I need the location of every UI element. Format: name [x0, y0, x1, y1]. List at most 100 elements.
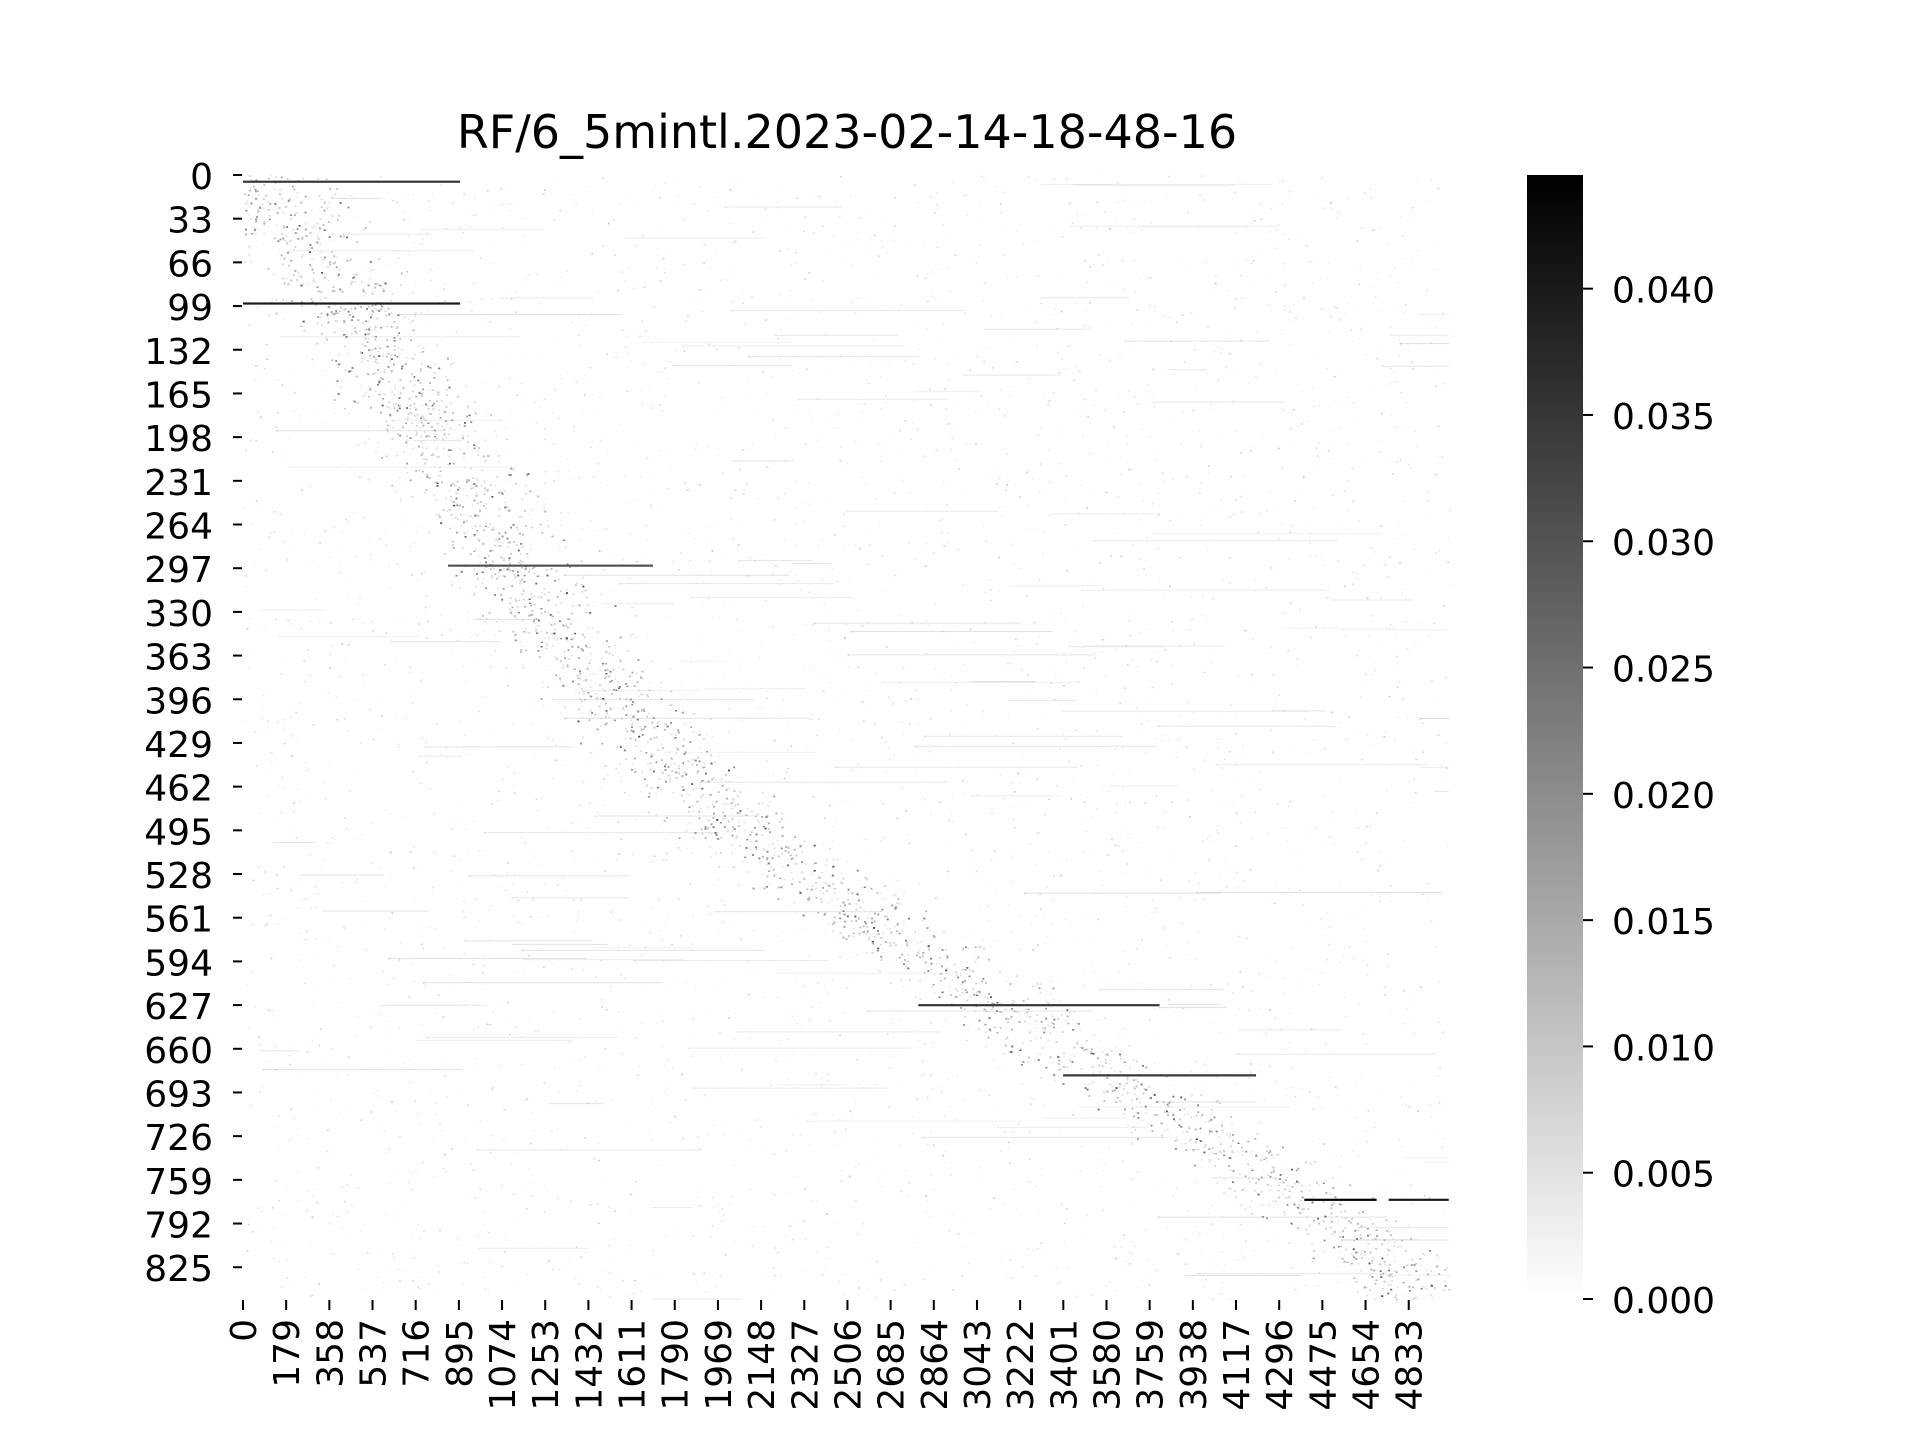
heatmap-cell — [1011, 804, 1013, 807]
heatmap-cell — [523, 217, 525, 219]
heatmap-cell — [740, 663, 743, 665]
heatmap-cell — [982, 525, 985, 528]
heatmap-cell — [1176, 321, 1178, 324]
heatmap-cell — [344, 443, 347, 445]
heatmap-cell — [875, 912, 878, 915]
heatmap-cell — [1365, 908, 1368, 911]
heatmap-cell — [1322, 1278, 1325, 1280]
heatmap-cell — [670, 1057, 673, 1059]
heatmap-cell — [692, 1014, 694, 1016]
heatmap-cell — [587, 838, 589, 840]
heatmap-cell — [416, 927, 419, 929]
heatmap-cell — [674, 429, 677, 432]
heatmap-cell — [580, 1256, 582, 1258]
heatmap-cell — [1033, 621, 1036, 624]
heatmap-cell — [1007, 1160, 1010, 1162]
heatmap-cell — [1336, 217, 1339, 219]
heatmap-cell — [1444, 329, 1447, 331]
heatmap-cell — [355, 556, 358, 558]
heatmap-cell — [1134, 1245, 1136, 1247]
heatmap-cell — [668, 378, 670, 380]
heatmap-cell — [501, 227, 504, 229]
heatmap-cell — [650, 504, 652, 507]
heatmap-cell — [990, 823, 993, 825]
heatmap-cell — [1345, 634, 1348, 637]
heatmap-cell — [281, 776, 283, 779]
heatmap-cell — [592, 798, 595, 800]
heatmap-cell — [1222, 348, 1225, 350]
heatmap-cell — [1389, 900, 1392, 902]
heatmap-cell — [635, 818, 638, 821]
heatmap-cell — [740, 938, 742, 940]
heatmap-cell — [970, 1231, 972, 1234]
heatmap-cell — [291, 1047, 294, 1050]
heatmap-cell — [809, 1018, 811, 1020]
heatmap-cell — [620, 781, 623, 783]
heatmap-cell — [394, 480, 397, 482]
heatmap-cell — [1202, 199, 1204, 201]
heatmap-cell — [807, 482, 810, 484]
heatmap-cell — [1043, 1249, 1046, 1251]
heatmap-cell — [1272, 1157, 1274, 1159]
heatmap-cell — [717, 879, 719, 881]
heatmap-cell — [803, 230, 805, 233]
heatmap-cell — [636, 1074, 639, 1076]
heatmap-cell — [1114, 812, 1117, 814]
heatmap-cell — [515, 291, 517, 293]
heatmap-cell — [1429, 1104, 1432, 1106]
heatmap-cell — [1194, 495, 1196, 498]
heatmap-cell — [1319, 699, 1321, 701]
heatmap-cell — [1381, 311, 1383, 313]
heatmap-cell — [635, 360, 638, 363]
heatmap-cell — [763, 251, 765, 253]
heatmap-cell — [917, 723, 919, 726]
heatmap-cell — [1414, 548, 1416, 550]
heatmap-cell — [1350, 480, 1352, 483]
heatmap-cell — [741, 719, 744, 722]
heatmap-cell — [754, 408, 757, 410]
heatmap-cell — [590, 519, 592, 522]
heatmap-cell — [997, 917, 1000, 920]
heatmap-cell — [794, 480, 797, 483]
heatmap-cell — [1101, 884, 1104, 887]
heatmap-cell — [740, 1069, 743, 1071]
heatmap-cell — [626, 335, 628, 337]
heatmap-cell — [846, 860, 849, 863]
heatmap-cell — [1076, 1052, 1079, 1055]
heatmap-cell — [536, 224, 538, 227]
heatmap-cell — [444, 436, 446, 439]
heatmap-cell — [378, 366, 380, 368]
heatmap-cell — [244, 261, 246, 263]
heatmap-cell — [248, 618, 251, 620]
heatmap-cell — [349, 261, 352, 263]
heatmap-cell — [751, 1226, 753, 1228]
heatmap-cell — [765, 398, 768, 400]
heatmap-cell — [528, 860, 530, 862]
heatmap-cell — [637, 934, 640, 936]
heatmap-cell — [1232, 400, 1234, 403]
heatmap-cell — [751, 972, 753, 974]
heatmap-cell — [916, 1098, 918, 1101]
heatmap-cell — [829, 402, 831, 404]
heatmap-cell — [259, 771, 262, 773]
heatmap-cell — [620, 838, 622, 841]
heatmap-cell — [458, 1245, 461, 1247]
heatmap-cell — [1100, 567, 1103, 570]
heatmap-cell — [1002, 472, 1004, 474]
heatmap-cell — [1120, 1130, 1122, 1132]
heatmap-cell — [312, 1217, 314, 1219]
heatmap-cell — [1027, 1247, 1029, 1250]
heatmap-cell — [503, 1109, 505, 1111]
heatmap-cell — [876, 274, 878, 277]
heatmap-cell — [1308, 969, 1310, 971]
heatmap-cell — [871, 1050, 873, 1053]
heatmap-cell — [278, 784, 280, 787]
heatmap-cell — [599, 708, 601, 711]
heatmap-cell — [1212, 598, 1214, 600]
heatmap-cell — [697, 1136, 699, 1138]
heatmap-cell — [513, 709, 515, 711]
heatmap-cell — [251, 819, 253, 821]
heatmap-cell — [807, 1101, 810, 1104]
heatmap-cell — [688, 528, 690, 530]
heatmap-cell — [1020, 1119, 1023, 1121]
